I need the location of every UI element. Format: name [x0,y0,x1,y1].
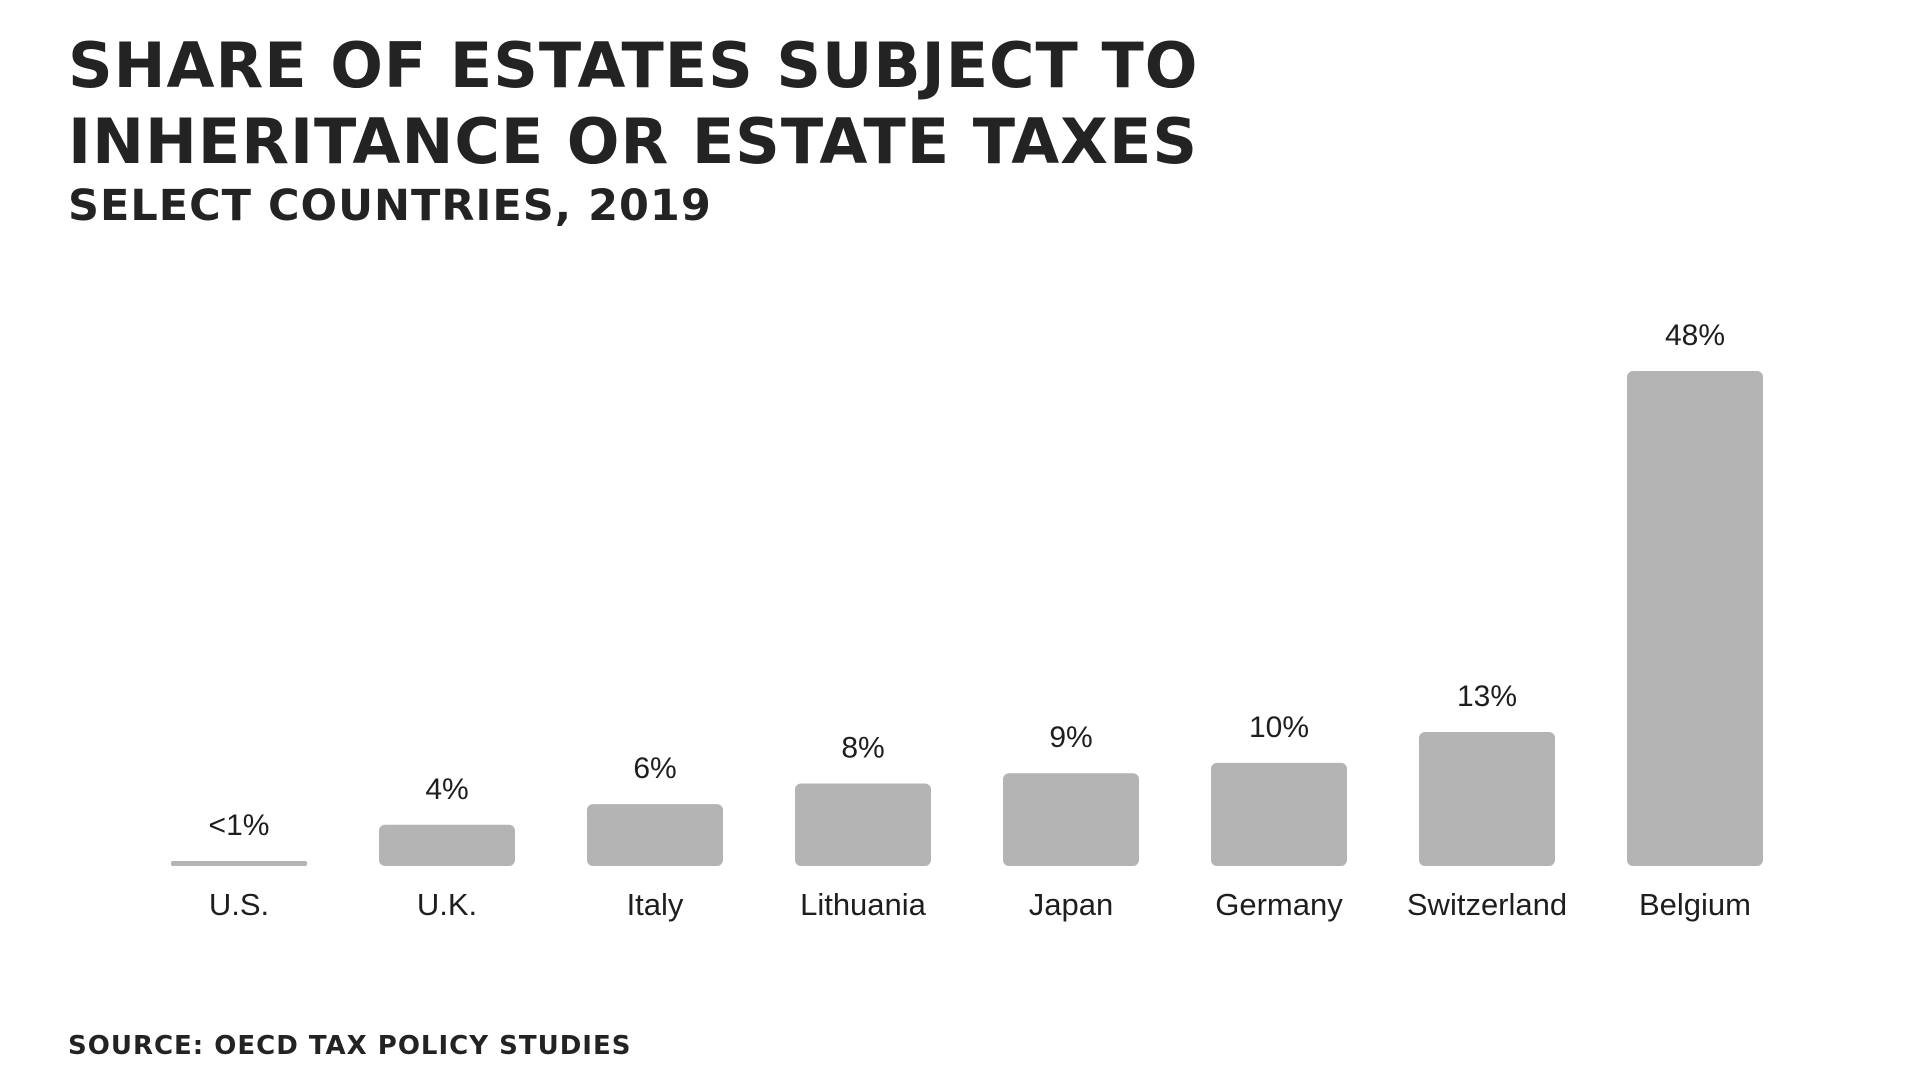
bar-germany [1211,762,1347,866]
value-label-japan: 9% [1049,721,1092,754]
category-label-japan: Japan [1029,887,1113,922]
value-label-u-k: 4% [425,773,468,806]
category-label-switzerland: Switzerland [1407,887,1567,922]
bar-switzerland [1419,731,1555,866]
category-labels-group: U.S. U.K. Italy Lithuania Japan Germany Switze… [209,887,1751,922]
chart-subtitle: Select Countries, 2019 [68,181,712,231]
chart-title: Share of Estates Subject to Inheritance … [68,29,1199,178]
bar-u-s [171,861,307,866]
category-label-germany: Germany [1215,887,1343,922]
bar-lithuania [795,783,931,866]
value-label-u-s: <1% [209,809,270,842]
bars-group [171,371,1763,866]
bar-u-k [379,824,515,866]
category-label-lithuania: Lithuania [800,887,927,922]
value-label-belgium: 48% [1665,319,1725,352]
value-label-germany: 10% [1249,711,1309,744]
value-label-lithuania: 8% [841,732,884,765]
source-note: Source: OECD Tax Policy Studies [68,1031,632,1061]
bar-belgium [1627,371,1763,866]
category-label-italy: Italy [627,887,684,922]
category-label-u-s: U.S. [209,887,269,922]
value-label-italy: 6% [633,752,676,785]
value-label-switzerland: 13% [1457,680,1517,713]
category-label-u-k: U.K. [417,887,477,922]
bar-italy [587,804,723,866]
value-labels-group: <1% 4% 6% 8% 9% 10% 13% 48% [209,319,1725,842]
category-label-belgium: Belgium [1639,887,1751,922]
bar-japan [1003,773,1139,866]
